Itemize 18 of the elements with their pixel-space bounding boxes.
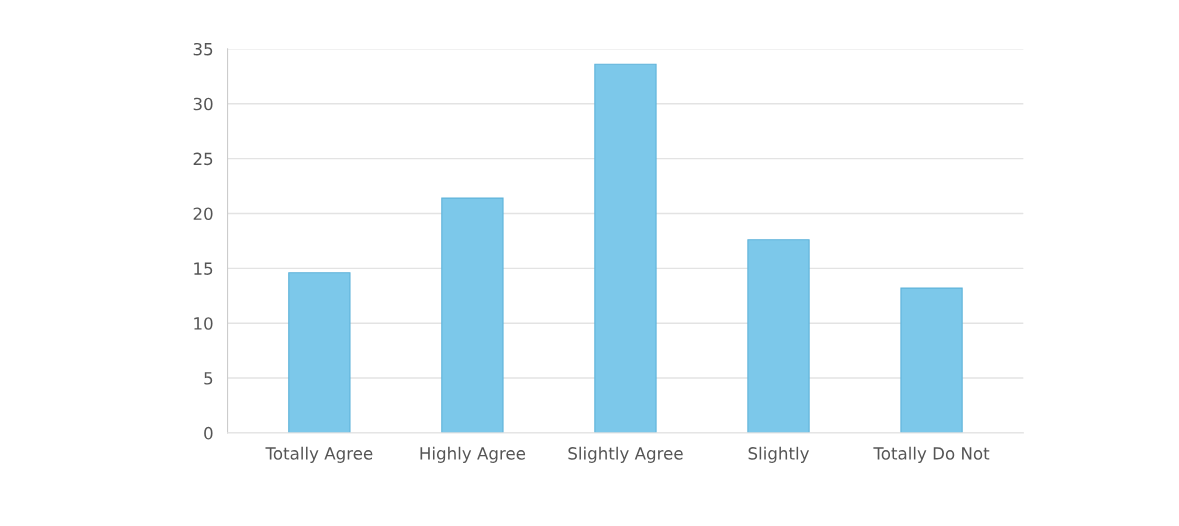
bar: [594, 63, 657, 433]
x-tick-label: Slightly: [748, 446, 810, 463]
x-tick-label: Slightly Agree: [568, 446, 683, 463]
y-tick-label: 20: [193, 207, 213, 221]
y-tick-label: 10: [194, 317, 213, 330]
y-tick-label: 30: [193, 97, 213, 111]
x-tick-label: Totally Agree: [265, 446, 373, 463]
bar: [441, 197, 504, 433]
x-tick-label: Totally Do Not: [873, 446, 990, 463]
bar: [747, 239, 810, 433]
y-tick-label: 15: [194, 262, 213, 275]
x-tick-label: Highly Agree: [420, 446, 526, 463]
bar: [900, 287, 963, 433]
y-tick-label: 25: [193, 152, 213, 166]
bar: [288, 272, 351, 433]
y-tick-label: 0: [204, 426, 213, 440]
y-tick-label: 5: [204, 372, 213, 385]
y-tick-label: 35: [193, 42, 213, 56]
